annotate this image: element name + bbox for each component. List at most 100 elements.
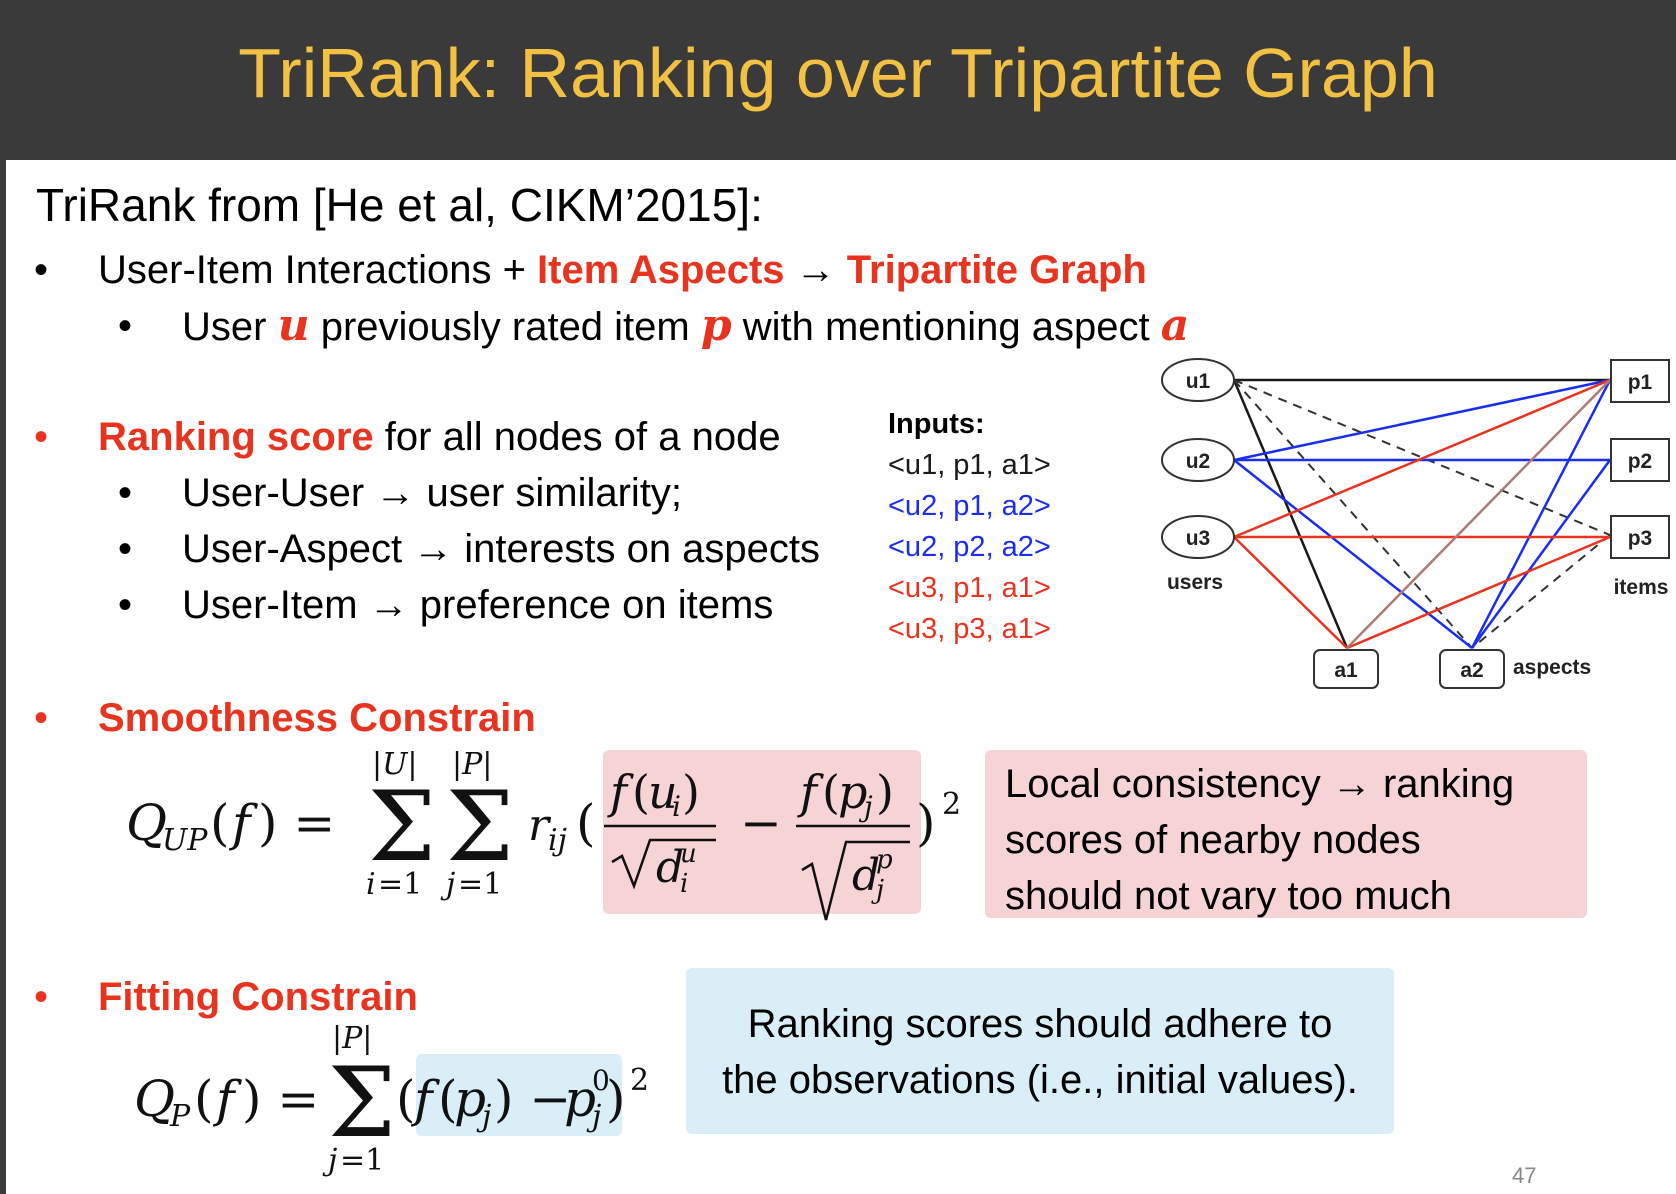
note-line: the observations (i.e., initial values). (722, 1058, 1358, 1102)
inputs-label: Inputs: (888, 408, 985, 440)
note-line: scores of nearby nodes (1005, 818, 1421, 862)
svg-text:f: f (228, 794, 258, 852)
node-p3 (1610, 515, 1670, 559)
svg-text:p: p (876, 845, 893, 875)
svg-text:(: ( (396, 1070, 416, 1128)
sub-bullet-dot: • (118, 527, 133, 571)
node-p3-label: p3 (1628, 527, 1653, 550)
sub-right: preference on items (408, 583, 774, 627)
slide-title: TriRank: Ranking over Tripartite Graph (238, 34, 1438, 112)
bullet-dot: • (34, 415, 49, 459)
svg-text:j: j (440, 867, 455, 902)
svg-text:) −: ) − (494, 1070, 571, 1128)
svg-text:f: f (607, 765, 634, 819)
edge-p1-a2 (1470, 379, 1612, 649)
svg-text:) =: ) = (242, 1070, 319, 1128)
edge-u1-p3-dashed (1233, 379, 1611, 536)
bullet-interactions-text: User-Item Interactions + (98, 248, 538, 292)
var-a: a (1160, 300, 1190, 351)
bullet-interactions: User-Item Interactions + Item Aspects → … (98, 248, 1147, 292)
svg-text:=1: =1 (378, 867, 422, 902)
svg-text:p: p (564, 1070, 596, 1128)
fitting-heading: Fitting Constrain (98, 975, 418, 1019)
svg-text:): ) (876, 765, 894, 819)
item-aspects-label: Item Aspects (537, 248, 785, 292)
edge-p3-a1 (1346, 535, 1611, 650)
node-u1 (1161, 358, 1235, 402)
node-p2-label: p2 (1628, 450, 1653, 473)
note-line: should not vary too much (1005, 874, 1452, 918)
input-row: <u2, p1, a2> (888, 490, 1051, 522)
edge-p2-a2 (1470, 459, 1612, 649)
bullet-dot: • (34, 696, 49, 740)
node-u2-label: u2 (1186, 450, 1211, 473)
left-rule (0, 160, 6, 1194)
svg-text:): ) (606, 1070, 626, 1128)
svg-text:u: u (648, 765, 678, 819)
svg-text:p: p (454, 1070, 486, 1128)
arrow-icon: → (375, 471, 416, 515)
svg-text:): ) (916, 794, 936, 852)
edge-u2-p1 (1233, 378, 1611, 462)
ranking-score-label: Ranking score (98, 415, 374, 459)
node-p1-label: p1 (1628, 371, 1653, 394)
svg-text:p: p (838, 765, 867, 819)
sub-bullet-user-item: User-Item → preference on items (182, 583, 773, 627)
input-row: <u3, p1, a1> (888, 572, 1051, 604)
node-a1-label: a1 (1334, 659, 1358, 682)
svg-text:−: − (740, 794, 782, 852)
users-label: users (1167, 571, 1223, 594)
svg-text:2: 2 (942, 787, 961, 822)
svg-text:|P|: |P| (452, 747, 492, 782)
edge-u3-a1 (1233, 536, 1348, 649)
title-bar (0, 0, 1676, 160)
sub-bullet-dot: • (118, 304, 133, 348)
svg-text:ij: ij (548, 823, 567, 858)
svg-text:d: d (656, 842, 684, 893)
var-u: u (277, 300, 310, 351)
node-a1 (1313, 649, 1379, 689)
note-line: Local consistency → ranking (1005, 762, 1515, 806)
local-consistency-note: Local consistency → ranking scores of ne… (985, 750, 1587, 918)
svg-text:(: ( (194, 1070, 214, 1128)
note-line: Ranking scores should adhere to (747, 1002, 1333, 1046)
svg-text:(: ( (576, 794, 596, 852)
sub-text-3: with mentioning aspect (731, 305, 1161, 349)
node-a2-label: a2 (1460, 659, 1483, 682)
svg-text:j: j (322, 1143, 337, 1178)
sub-bullet-user-aspect: User-Aspect → interests on aspects (182, 527, 820, 571)
arrow-icon: → (413, 527, 454, 571)
node-p1 (1610, 359, 1670, 403)
sub-text-1: User (182, 305, 278, 349)
edge-u3-p1 (1233, 378, 1611, 539)
svg-text:f: f (212, 1070, 242, 1128)
svg-text:Q: Q (134, 1070, 175, 1128)
inputs-list: Inputs: <u1, p1, a1> <u2, p1, a2> <u2, p… (888, 404, 1051, 650)
node-a2 (1439, 649, 1505, 689)
bullet-dot: • (34, 248, 49, 292)
svg-text:(: ( (438, 1070, 458, 1128)
svg-text:(: ( (210, 794, 230, 852)
node-u3 (1161, 515, 1235, 559)
node-u3-label: u3 (1186, 527, 1211, 550)
node-p2 (1610, 438, 1670, 482)
edge-u1-a2-dashed (1233, 379, 1473, 649)
node-u2 (1161, 438, 1235, 482)
svg-text:f: f (797, 765, 824, 819)
observations-note: Ranking scores should adhere to the obse… (686, 968, 1394, 1134)
intro-text: TriRank from [He et al, CIKM’2015]: (36, 179, 763, 231)
smoothness-formula: Q UP ( f ) = Σ |U| i =1 Σ |P| j =1 r ij … (126, 747, 961, 921)
svg-text:i: i (366, 867, 376, 902)
smoothness-heading: Smoothness Constrain (98, 696, 536, 740)
edge-p1-a1 (1346, 379, 1611, 649)
svg-text:|U|: |U| (372, 747, 418, 782)
svg-text:UP: UP (162, 823, 208, 858)
svg-text:r: r (528, 800, 552, 851)
fitting-formula: Q P ( f ) = Σ |P| j =1 ( f ( p j ) − p 0… (134, 1021, 649, 1178)
svg-text:(: ( (822, 765, 840, 819)
arrow-icon: → (368, 583, 409, 627)
tripartite-graph: u1 u2 u3 users p1 p2 p3 items a1 a2 aspe… (1161, 358, 1670, 689)
page-number: 47 (1512, 1163, 1537, 1188)
sub-bullet-user-user: User-User → user similarity; (182, 471, 682, 515)
svg-text:): ) (682, 765, 700, 819)
